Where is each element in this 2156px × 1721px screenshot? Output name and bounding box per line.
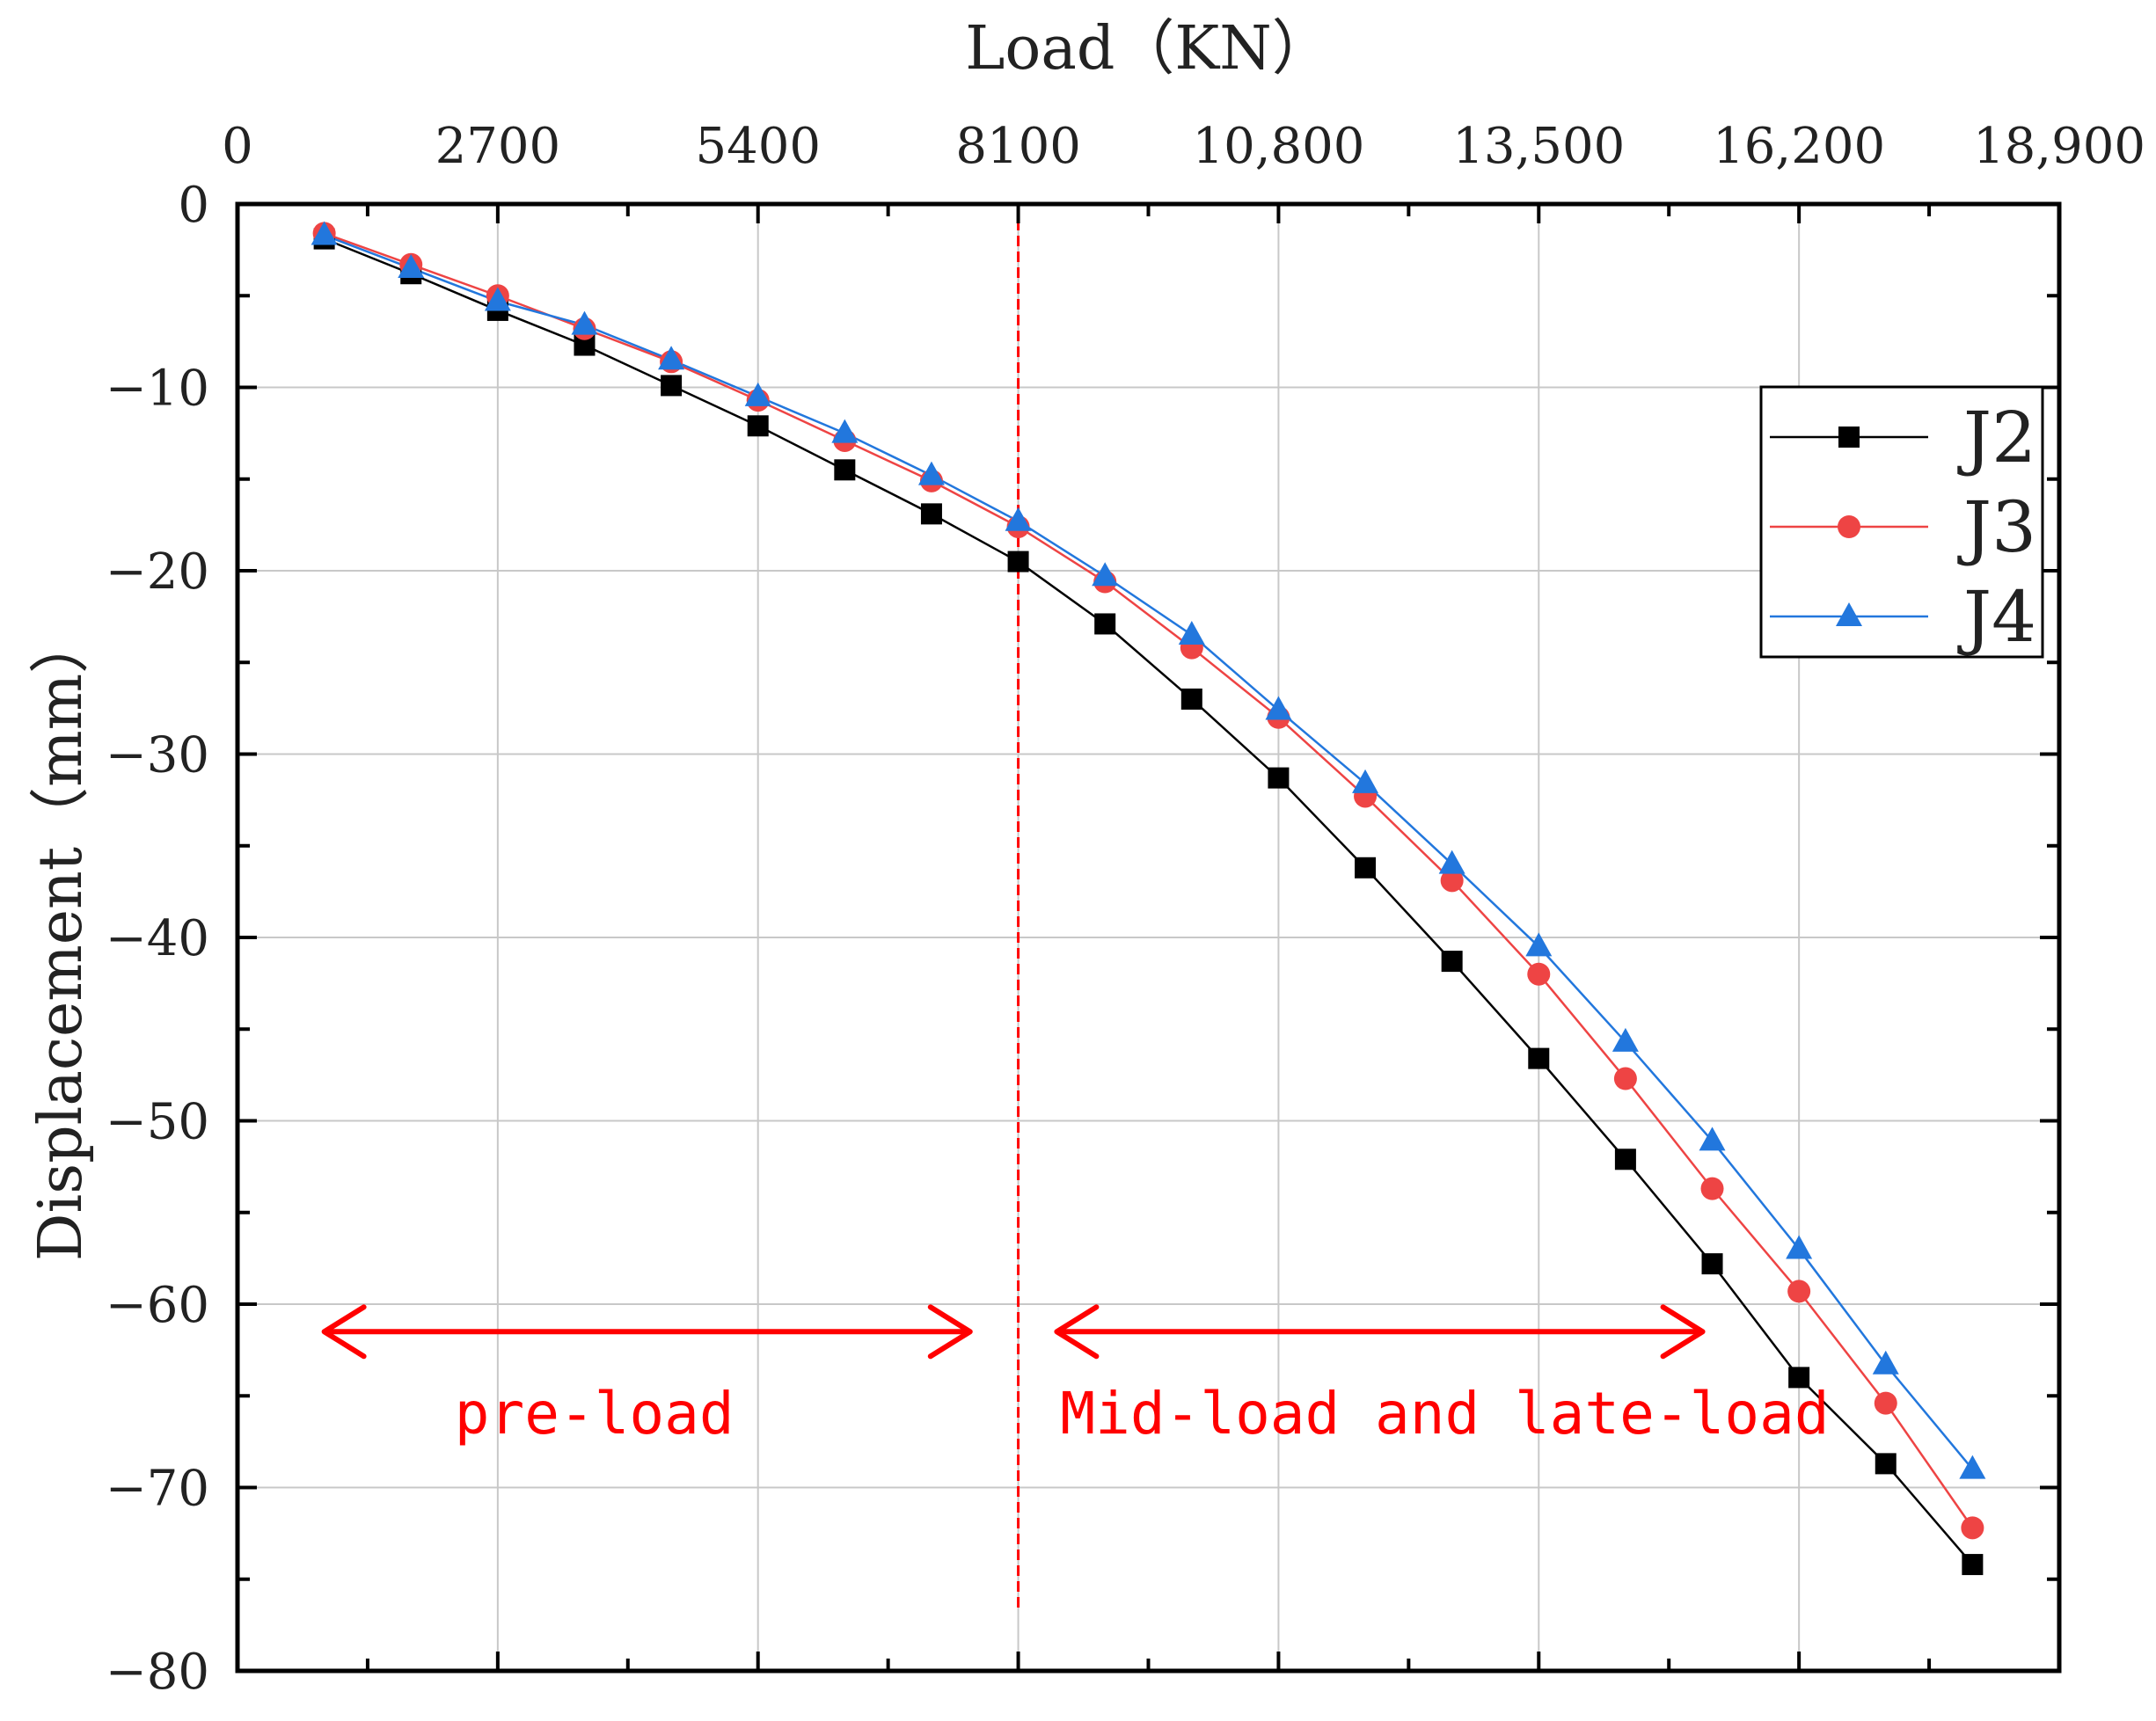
x-tick-label: 13,500 xyxy=(1452,118,1625,175)
data-point-j4 xyxy=(1178,620,1205,645)
annotation-label: Mid-load and late-load xyxy=(1060,1380,1829,1448)
data-point-j4 xyxy=(831,419,859,443)
data-point-j4 xyxy=(398,253,425,278)
y-tick-label: −10 xyxy=(106,361,209,418)
data-point-j2 xyxy=(1614,1149,1636,1170)
arrow-head-right xyxy=(1660,1304,1706,1360)
data-point-j3 xyxy=(1527,962,1551,986)
x-tick-label: 16,200 xyxy=(1713,118,1885,175)
data-point-j4 xyxy=(1959,1455,1986,1479)
data-point-j2 xyxy=(1355,857,1377,879)
legend-marker-j4 xyxy=(1836,602,1862,626)
x-tick-label: 2700 xyxy=(435,118,561,175)
data-point-j3 xyxy=(1440,869,1464,893)
data-point-j2 xyxy=(1788,1367,1810,1389)
series-line-j3 xyxy=(324,232,1974,1529)
arrow-head-left xyxy=(1054,1304,1100,1360)
series-lines xyxy=(324,232,1974,1565)
data-point-j4 xyxy=(1525,932,1553,957)
x-axis-title: Load（KN） xyxy=(965,14,1331,84)
data-point-j2 xyxy=(1094,613,1116,635)
data-point-j3 xyxy=(1613,1067,1637,1090)
data-point-j2 xyxy=(1441,951,1463,973)
annotation-label: pre-load xyxy=(455,1380,735,1448)
data-point-j2 xyxy=(1701,1253,1723,1275)
data-point-j2 xyxy=(1180,688,1202,710)
data-point-j4 xyxy=(1872,1350,1899,1375)
data-point-j4 xyxy=(311,221,338,245)
series-line-j4 xyxy=(324,234,1974,1470)
data-point-j4 xyxy=(1005,507,1032,531)
y-tick-label: −40 xyxy=(106,910,209,967)
ticks xyxy=(236,202,2061,1673)
y-tick-label: −30 xyxy=(106,727,209,784)
legend-box xyxy=(1759,385,2044,659)
data-point-j3 xyxy=(1961,1516,1984,1540)
data-point-j2 xyxy=(747,415,769,437)
y-tick-label: −20 xyxy=(106,543,209,601)
data-point-j2 xyxy=(1528,1047,1550,1069)
annotations: pre-load Mid-load and late-load xyxy=(321,1304,1830,1448)
data-point-j2 xyxy=(1962,1554,1984,1576)
x-tick-label: 18,900 xyxy=(1973,118,2145,175)
y-tick-label: −80 xyxy=(106,1644,209,1701)
legend-label-j3: J3 xyxy=(1957,486,2036,568)
legend-marker-j3 xyxy=(1838,515,1860,538)
y-tick-label: −60 xyxy=(106,1277,209,1334)
data-point-j4 xyxy=(1092,562,1119,587)
arrow-head-left xyxy=(321,1304,367,1360)
series-line-j2 xyxy=(324,237,1974,1565)
data-point-j2 xyxy=(1875,1453,1897,1475)
data-point-j4 xyxy=(1265,696,1292,720)
data-point-j2 xyxy=(920,503,942,525)
data-point-j4 xyxy=(917,461,945,485)
data-point-j2 xyxy=(1007,551,1029,572)
y-axis-title: Displacement（mm） xyxy=(26,614,96,1261)
data-point-j4 xyxy=(744,382,771,406)
x-tick-label: 5400 xyxy=(695,118,821,175)
y-tick-label: −50 xyxy=(106,1094,209,1151)
x-tick-labels: 0 2700 5400 8100 10,800 13,500 16,200 18,900 xyxy=(222,118,2145,175)
data-point-j2 xyxy=(1268,767,1290,789)
y-tick-labels: 0 −10 −20 −30 −40 −50 −60 −70 −80 xyxy=(106,177,209,1701)
series-markers xyxy=(311,221,1986,1576)
data-point-j2 xyxy=(661,375,683,397)
data-point-j4 xyxy=(484,287,511,311)
data-point-j3 xyxy=(1787,1280,1811,1303)
data-point-j2 xyxy=(834,459,856,481)
annotation-arrow xyxy=(321,1304,973,1360)
y-tick-label: 0 xyxy=(178,177,209,234)
data-point-j4 xyxy=(1352,769,1379,793)
data-point-j4 xyxy=(1786,1235,1813,1259)
legend-label-j2: J2 xyxy=(1957,397,2036,478)
data-point-j3 xyxy=(1874,1391,1897,1415)
legend-label-j4: J4 xyxy=(1957,576,2036,658)
x-tick-label: 10,800 xyxy=(1192,118,1364,175)
data-point-j3 xyxy=(1700,1177,1724,1200)
data-point-j4 xyxy=(1438,850,1465,874)
data-point-j4 xyxy=(1612,1027,1639,1052)
x-tick-label: 8100 xyxy=(955,118,1081,175)
data-point-j4 xyxy=(571,310,598,335)
data-point-j4 xyxy=(658,346,685,370)
annotation-arrow xyxy=(1054,1304,1706,1360)
x-tick-label: 0 xyxy=(222,118,253,175)
arrow-head-right xyxy=(927,1304,973,1360)
y-tick-label: −70 xyxy=(106,1461,209,1518)
legend-marker-j2 xyxy=(1838,427,1860,448)
data-point-j4 xyxy=(1699,1127,1726,1151)
